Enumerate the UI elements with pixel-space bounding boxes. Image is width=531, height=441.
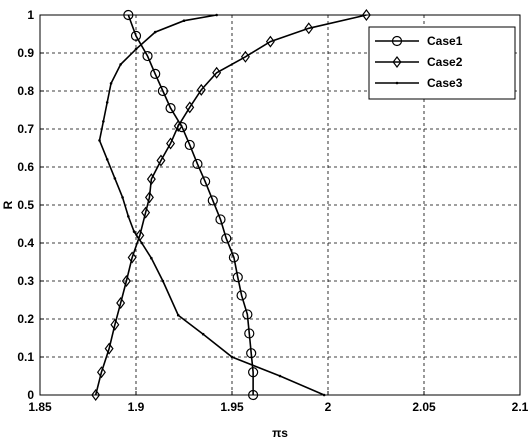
data-point: [304, 22, 314, 35]
x-tick-label: 2.1: [512, 400, 529, 414]
data-point: [200, 176, 211, 187]
data-point: [196, 83, 206, 96]
data-point: [201, 332, 205, 336]
x-axis-label: πs: [272, 426, 288, 440]
data-point: [127, 215, 130, 218]
data-point: [166, 137, 176, 150]
data-point: [119, 63, 122, 66]
data-point: [185, 101, 195, 114]
data-point: [150, 68, 161, 80]
x-tick-label: 2: [325, 400, 332, 414]
data-point: [157, 85, 168, 97]
x-tick-label: 1.95: [220, 400, 244, 414]
data-point: [232, 272, 243, 283]
data-point: [116, 297, 126, 310]
data-point: [102, 120, 105, 123]
legend-marker: [395, 81, 399, 85]
legend-label: Case3: [427, 76, 463, 90]
y-tick-label: 0.5: [17, 198, 34, 212]
data-point: [144, 191, 154, 204]
data-point: [140, 241, 144, 245]
data-point: [146, 173, 156, 186]
legend-item: Case1: [375, 34, 463, 48]
legend-label: Case1: [427, 34, 463, 48]
series-group: [91, 9, 371, 401]
series-line: [94, 14, 367, 396]
data-point: [207, 195, 218, 206]
data-point: [246, 348, 257, 359]
data-point: [150, 256, 153, 260]
data-point: [134, 47, 138, 51]
series-2: [91, 9, 371, 401]
data-point: [104, 342, 114, 355]
y-tick-label: 0.4: [17, 236, 34, 250]
y-tick-label: 0.8: [17, 84, 34, 98]
data-point: [127, 251, 137, 264]
series-1: [123, 9, 259, 401]
y-tick-label: 1: [27, 8, 34, 22]
data-point: [176, 313, 180, 317]
data-point: [278, 374, 282, 378]
data-point: [161, 279, 165, 283]
data-point: [184, 139, 195, 151]
legend-item: Case2: [375, 55, 463, 69]
y-tick-label: 0.9: [17, 46, 34, 60]
data-point: [98, 139, 101, 142]
y-tick-label: 0: [27, 388, 34, 402]
x-tick-label: 1.9: [128, 400, 145, 414]
data-point: [96, 366, 106, 379]
data-point: [105, 158, 109, 161]
x-tick-label: 2.05: [412, 400, 436, 414]
y-tick-label: 0.2: [17, 312, 34, 326]
data-point: [236, 290, 247, 301]
data-point: [141, 206, 151, 219]
data-point: [173, 119, 183, 132]
data-point: [265, 35, 275, 48]
data-point: [132, 230, 136, 233]
y-tick-label: 0.1: [17, 350, 34, 364]
data-point: [153, 30, 157, 34]
data-point: [221, 233, 232, 244]
data-point: [215, 214, 226, 225]
data-point: [165, 102, 176, 114]
x-tick-label: 1.85: [28, 400, 52, 414]
data-point: [230, 355, 234, 359]
data-point: [156, 154, 166, 167]
legend-marker: [391, 35, 403, 47]
data-point: [242, 309, 253, 320]
series-3: [98, 13, 326, 397]
legend: Case1 Case2 Case3: [368, 26, 516, 100]
data-point: [105, 101, 109, 104]
series-line: [98, 14, 325, 396]
data-point: [361, 9, 371, 21]
data-point: [142, 50, 153, 62]
series-line: [127, 14, 254, 395]
data-point: [192, 158, 203, 170]
y-tick-label: 0.6: [17, 160, 34, 174]
legend-marker: [392, 56, 402, 68]
y-axis-label: R: [1, 200, 15, 209]
legend-label: Case2: [427, 55, 463, 69]
data-point: [248, 367, 259, 378]
data-point: [130, 30, 142, 42]
data-point: [228, 252, 240, 263]
y-tick-label: 0.3: [17, 274, 34, 288]
data-point: [212, 66, 222, 79]
data-point: [109, 82, 113, 85]
data-point: [113, 177, 117, 180]
data-point: [240, 50, 250, 63]
data-point: [121, 274, 131, 288]
data-point: [121, 196, 124, 199]
legend-item: Case3: [375, 76, 463, 90]
data-point: [110, 318, 120, 331]
data-point: [91, 389, 101, 401]
y-tick-label: 0.7: [17, 122, 34, 136]
tick-group: 1.85 1.9 1.95 2 2.05 2.1 0 0.1 0.2 0.3 0.4 0.5 0.6 0.…: [17, 8, 528, 414]
data-point: [244, 328, 255, 339]
data-point: [182, 19, 186, 23]
